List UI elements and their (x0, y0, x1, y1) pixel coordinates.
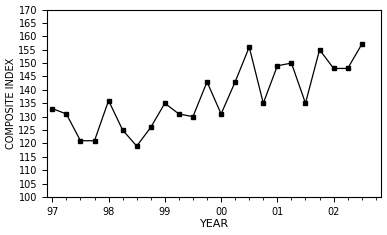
Y-axis label: COMPOSITE INDEX: COMPOSITE INDEX (5, 58, 15, 149)
X-axis label: YEAR: YEAR (200, 219, 229, 229)
